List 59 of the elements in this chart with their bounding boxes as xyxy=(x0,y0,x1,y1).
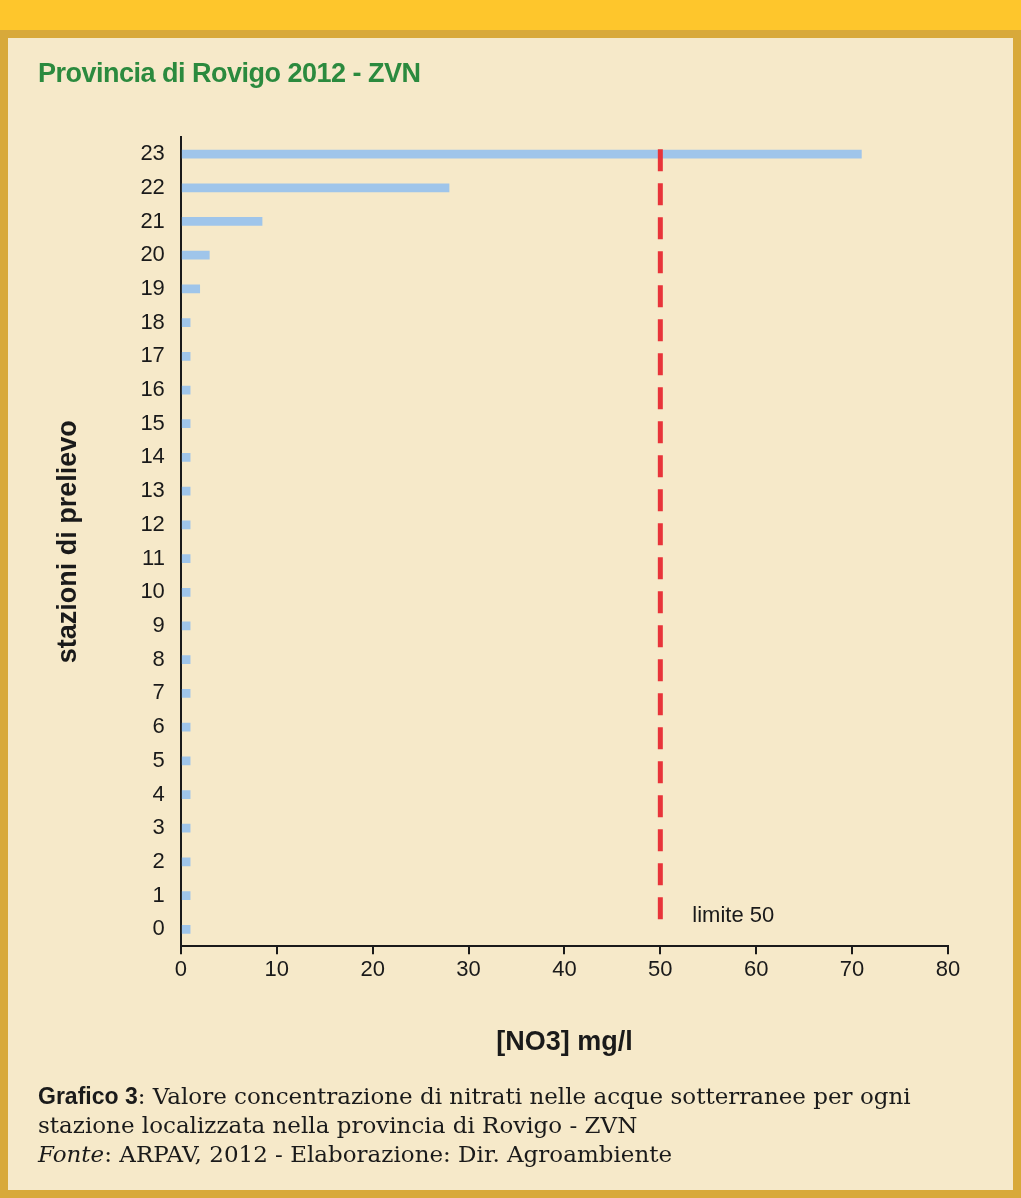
y-tick-label: 1 xyxy=(152,881,165,907)
y-tick-label: 2 xyxy=(152,847,165,873)
x-tick-label: 20 xyxy=(360,956,385,982)
y-tick-label: 20 xyxy=(140,241,165,267)
y-tick-label: 0 xyxy=(152,915,165,941)
y-tick-label: 14 xyxy=(140,443,165,469)
bar xyxy=(181,756,191,766)
y-tick-label: 12 xyxy=(140,510,165,536)
y-tick-label: 3 xyxy=(152,814,165,840)
y-tick-label: 18 xyxy=(140,308,165,334)
y-tick-label: 23 xyxy=(140,140,165,166)
y-tick-label: 15 xyxy=(140,409,165,435)
text: Grafico 3: Valore concentrazione di nitrati nelle acque sotterranee per ogni stazione localizzata nella provincia di Rovigo - ZVN xyxy=(38,1082,912,1140)
bar xyxy=(181,351,191,361)
y-tick-label: 10 xyxy=(140,578,165,604)
y-axis-title: stazioni di prelievo xyxy=(51,420,82,664)
bar xyxy=(181,520,191,530)
y-tick-label: 6 xyxy=(152,713,165,739)
bar xyxy=(181,453,191,462)
bar xyxy=(181,318,191,327)
x-tick-label: 50 xyxy=(648,956,673,982)
bar xyxy=(181,587,191,597)
bar xyxy=(181,790,191,799)
bar xyxy=(181,655,191,665)
y-tick-label: 11 xyxy=(142,544,165,570)
bar xyxy=(181,554,191,563)
y-tick-label: 8 xyxy=(152,645,165,671)
x-tick-label: 0 xyxy=(174,956,187,982)
bar xyxy=(181,891,191,901)
y-tick-label: 5 xyxy=(152,746,165,772)
bar xyxy=(181,183,450,193)
bar xyxy=(181,284,201,294)
y-tick-label: 7 xyxy=(152,679,165,705)
x-tick-label: 60 xyxy=(743,956,769,982)
y-tick-label: 21 xyxy=(140,207,165,233)
x-tick-label: 30 xyxy=(456,956,481,982)
bar xyxy=(181,823,191,833)
y-tick-label: 9 xyxy=(152,612,165,638)
x-tick-label: 80 xyxy=(935,956,961,982)
x-tick-label: 10 xyxy=(264,956,289,982)
bar xyxy=(181,149,862,159)
bar xyxy=(181,924,191,934)
ref-line-label: limite 50 xyxy=(692,902,775,928)
bar xyxy=(181,419,191,429)
y-tick-label: 13 xyxy=(140,477,165,503)
source-note: Fonte: ARPAV, 2012 - Elaborazione: Dir. Agroambiente xyxy=(38,1140,674,1169)
chart-title: Provincia di Rovigo 2012 - ZVN xyxy=(38,58,421,89)
x-tick-label: 40 xyxy=(552,956,577,982)
y-tick-label: 22 xyxy=(140,173,165,199)
bar xyxy=(181,689,191,698)
x-tick-label: 70 xyxy=(839,956,865,982)
y-tick-label: 19 xyxy=(140,274,165,300)
bar xyxy=(181,486,191,496)
y-tick-label: 17 xyxy=(140,342,165,368)
x-axis-title: [NO3] mg/l xyxy=(496,1026,633,1057)
y-tick-label: 4 xyxy=(152,780,165,806)
y-tick-label: 16 xyxy=(140,376,165,402)
bar xyxy=(181,217,263,226)
bar xyxy=(181,250,210,260)
